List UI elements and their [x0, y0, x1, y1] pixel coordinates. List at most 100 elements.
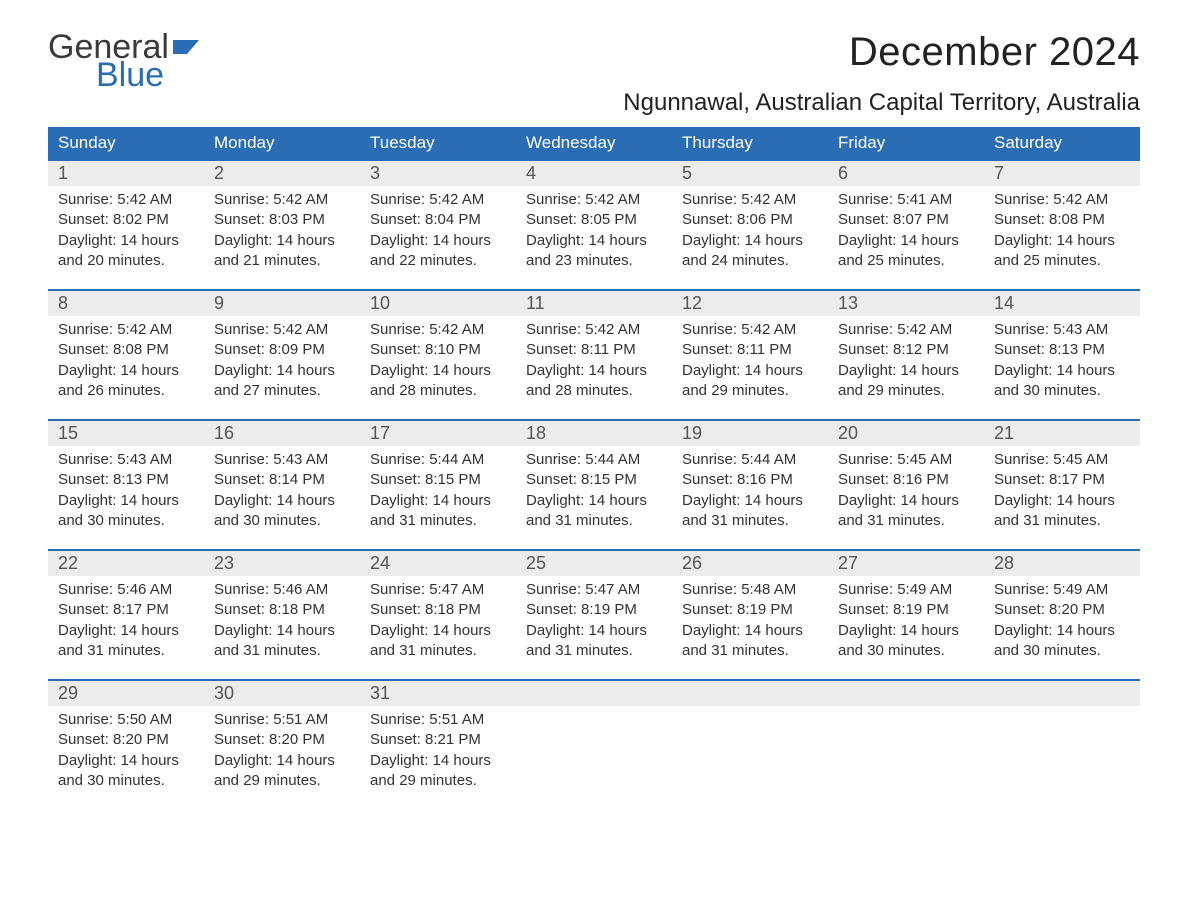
day-cell: 6Sunrise: 5:41 AMSunset: 8:07 PMDaylight…: [828, 159, 984, 289]
daylight-line: Daylight: 14 hours and 24 minutes.: [682, 231, 818, 272]
daylight-line: Daylight: 14 hours and 31 minutes.: [682, 621, 818, 662]
day-number-row: 21: [984, 419, 1140, 446]
sunset-line: Sunset: 8:06 PM: [682, 210, 818, 230]
day-cell: 1Sunrise: 5:42 AMSunset: 8:02 PMDaylight…: [48, 159, 204, 289]
daylight-line: Daylight: 14 hours and 29 minutes.: [370, 751, 506, 792]
day-number-row: 18: [516, 419, 672, 446]
empty-cell: 0: [828, 679, 984, 809]
day-number: 27: [838, 553, 858, 573]
sunrise-line: Sunrise: 5:42 AM: [682, 320, 818, 340]
sunrise-line: Sunrise: 5:43 AM: [214, 450, 350, 470]
sunset-line: Sunset: 8:16 PM: [682, 470, 818, 490]
logo-word-blue: Blue: [96, 58, 207, 92]
weekday-header: Thursday: [672, 127, 828, 159]
day-cell: 26Sunrise: 5:48 AMSunset: 8:19 PMDayligh…: [672, 549, 828, 679]
day-cell: 14Sunrise: 5:43 AMSunset: 8:13 PMDayligh…: [984, 289, 1140, 419]
daylight-line: Daylight: 14 hours and 31 minutes.: [370, 621, 506, 662]
day-cell: 7Sunrise: 5:42 AMSunset: 8:08 PMDaylight…: [984, 159, 1140, 289]
day-details: Sunrise: 5:51 AMSunset: 8:21 PMDaylight:…: [360, 706, 516, 791]
day-number-row: 0: [516, 679, 672, 706]
day-number: 30: [214, 683, 234, 703]
day-details: Sunrise: 5:45 AMSunset: 8:17 PMDaylight:…: [984, 446, 1140, 531]
sunset-line: Sunset: 8:18 PM: [370, 600, 506, 620]
day-cell: 25 Sunrise: 5:47 AMSunset: 8:19 PMDayligh…: [516, 549, 672, 679]
sunset-line: Sunset: 8:11 PM: [526, 340, 662, 360]
day-details: Sunrise: 5:44 AMSunset: 8:15 PMDaylight:…: [516, 446, 672, 531]
day-cell: 10 Sunrise: 5:42 AMSunset: 8:10 PMDayligh…: [360, 289, 516, 419]
day-cell: 17Sunrise: 5:44 AMSunset: 8:15 PMDayligh…: [360, 419, 516, 549]
day-number-row: 7: [984, 159, 1140, 186]
day-number-row: 31: [360, 679, 516, 706]
sunset-line: Sunset: 8:15 PM: [526, 470, 662, 490]
daylight-line: Daylight: 14 hours and 27 minutes.: [214, 361, 350, 402]
sunset-line: Sunset: 8:17 PM: [58, 600, 194, 620]
sunrise-line: Sunrise: 5:42 AM: [370, 320, 506, 340]
day-details: Sunrise: 5:43 AMSunset: 8:13 PMDaylight:…: [984, 316, 1140, 401]
sunrise-line: Sunrise: 5:42 AM: [838, 320, 974, 340]
sunrise-line: Sunrise: 5:44 AM: [682, 450, 818, 470]
day-cell: 19Sunrise: 5:44 AMSunset: 8:16 PMDayligh…: [672, 419, 828, 549]
daylight-line: Daylight: 14 hours and 31 minutes.: [370, 491, 506, 532]
day-number-row: 23: [204, 549, 360, 576]
day-cell: 2Sunrise: 5:42 AMSunset: 8:03 PMDaylight…: [204, 159, 360, 289]
sunset-line: Sunset: 8:19 PM: [838, 600, 974, 620]
day-number: 21: [994, 423, 1014, 443]
daylight-line: Daylight: 14 hours and 30 minutes.: [838, 621, 974, 662]
day-number-row: 4: [516, 159, 672, 186]
day-number: 19: [682, 423, 702, 443]
day-cell: 23Sunrise: 5:46 AMSunset: 8:18 PMDayligh…: [204, 549, 360, 679]
sunrise-line: Sunrise: 5:43 AM: [58, 450, 194, 470]
day-details: Sunrise: 5:42 AMSunset: 8:10 PMDaylight:…: [360, 316, 516, 401]
sunset-line: Sunset: 8:05 PM: [526, 210, 662, 230]
sunset-line: Sunset: 8:04 PM: [370, 210, 506, 230]
weekday-header: Wednesday: [516, 127, 672, 159]
day-number-row: 13: [828, 289, 984, 316]
day-number-row: 25: [516, 549, 672, 576]
day-number-row: 26: [672, 549, 828, 576]
day-cell: 15Sunrise: 5:43 AMSunset: 8:13 PMDayligh…: [48, 419, 204, 549]
day-cell: 9Sunrise: 5:42 AMSunset: 8:09 PMDaylight…: [204, 289, 360, 419]
day-number: 10: [370, 293, 390, 313]
day-details: Sunrise: 5:47 AMSunset: 8:19 PMDaylight:…: [516, 576, 672, 661]
day-cell: 21 Sunrise: 5:45 AMSunset: 8:17 PMDayligh…: [984, 419, 1140, 549]
day-cell: 3Sunrise: 5:42 AMSunset: 8:04 PMDaylight…: [360, 159, 516, 289]
sunrise-line: Sunrise: 5:42 AM: [214, 190, 350, 210]
sunset-line: Sunset: 8:08 PM: [994, 210, 1130, 230]
sunrise-line: Sunrise: 5:44 AM: [370, 450, 506, 470]
day-number: 25: [526, 553, 546, 573]
daylight-line: Daylight: 14 hours and 30 minutes.: [58, 491, 194, 532]
sunrise-line: Sunrise: 5:51 AM: [214, 710, 350, 730]
day-number: 29: [58, 683, 78, 703]
month-title: December 2024: [623, 30, 1140, 75]
sunrise-line: Sunrise: 5:51 AM: [370, 710, 506, 730]
weekday-header: Monday: [204, 127, 360, 159]
day-number-row: 2: [204, 159, 360, 186]
daylight-line: Daylight: 14 hours and 23 minutes.: [526, 231, 662, 272]
day-details: Sunrise: 5:44 AMSunset: 8:15 PMDaylight:…: [360, 446, 516, 531]
empty-cell: 0: [984, 679, 1140, 809]
day-details: Sunrise: 5:48 AMSunset: 8:19 PMDaylight:…: [672, 576, 828, 661]
sunrise-line: Sunrise: 5:42 AM: [526, 190, 662, 210]
day-number-row: 15: [48, 419, 204, 446]
day-details: Sunrise: 5:51 AMSunset: 8:20 PMDaylight:…: [204, 706, 360, 791]
sunset-line: Sunset: 8:10 PM: [370, 340, 506, 360]
day-cell: 5Sunrise: 5:42 AMSunset: 8:06 PMDaylight…: [672, 159, 828, 289]
day-cell: 30 Sunrise: 5:51 AMSunset: 8:20 PMDayligh…: [204, 679, 360, 809]
calendar-grid: SundayMondayTuesdayWednesdayThursdayFrid…: [48, 127, 1140, 809]
day-number: 8: [58, 293, 68, 313]
day-details: Sunrise: 5:45 AMSunset: 8:16 PMDaylight:…: [828, 446, 984, 531]
sunrise-line: Sunrise: 5:48 AM: [682, 580, 818, 600]
sunset-line: Sunset: 8:15 PM: [370, 470, 506, 490]
sunset-line: Sunset: 8:11 PM: [682, 340, 818, 360]
day-number-row: 17: [360, 419, 516, 446]
day-number-row: 1: [48, 159, 204, 186]
day-details: Sunrise: 5:42 AMSunset: 8:04 PMDaylight:…: [360, 186, 516, 271]
daylight-line: Daylight: 14 hours and 22 minutes.: [370, 231, 506, 272]
weekday-header: Friday: [828, 127, 984, 159]
day-number-row: 8: [48, 289, 204, 316]
day-details: Sunrise: 5:42 AMSunset: 8:02 PMDaylight:…: [48, 186, 204, 271]
sunset-line: Sunset: 8:14 PM: [214, 470, 350, 490]
daylight-line: Daylight: 14 hours and 31 minutes.: [838, 491, 974, 532]
sunset-line: Sunset: 8:16 PM: [838, 470, 974, 490]
daylight-line: Daylight: 14 hours and 21 minutes.: [214, 231, 350, 272]
